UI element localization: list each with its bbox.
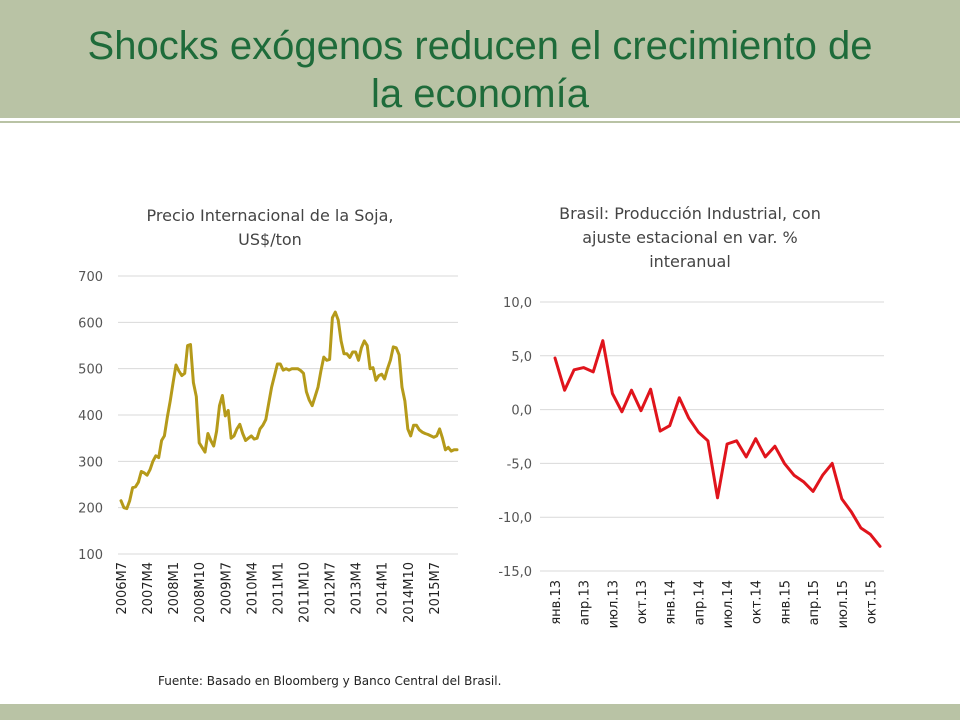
brazil-x-tick-label: апр.14 xyxy=(692,580,707,625)
slide-title: Shocks exógenos reducen el crecimiento d… xyxy=(87,24,873,116)
title-divider-accent xyxy=(0,121,960,123)
soy-y-tick-label: 200 xyxy=(78,502,103,517)
source-note: Fuente: Basado en Bloomberg y Banco Cent… xyxy=(158,674,502,688)
soy-y-tick-label: 100 xyxy=(78,548,103,563)
title-band xyxy=(0,0,960,118)
brazil-x-tick-label: апр.13 xyxy=(578,580,593,625)
brazil-series-line xyxy=(553,339,882,548)
soy-chart-title: Precio Internacional de la Soja, US$/ton xyxy=(146,206,394,249)
soy-y-tick-label: 600 xyxy=(78,316,103,331)
soy-x-tick-label: 2007M4 xyxy=(141,562,156,615)
brazil-y-tick-label: -15,0 xyxy=(498,565,532,580)
soy-series-line xyxy=(119,310,459,511)
soy-x-tick-label: 2008M1 xyxy=(167,562,182,615)
soy-y-tick-label: 500 xyxy=(78,363,103,378)
brazil-x-tick-label: янв.14 xyxy=(664,580,679,625)
soy-x-tick-label: 2010M4 xyxy=(245,562,260,615)
soy-x-tick-label: 2006M7 xyxy=(115,562,130,615)
soy-x-tick-label: 2008M10 xyxy=(193,562,208,623)
brazil-x-tick-label: янв.15 xyxy=(778,580,793,625)
brazil-x-tick-label: янв.13 xyxy=(549,580,564,625)
footer-band xyxy=(0,704,960,720)
soy-x-tick-label: 2014M1 xyxy=(376,562,391,615)
brazil-y-tick-label: 0,0 xyxy=(511,404,532,419)
soy-x-tick-label: 2009M7 xyxy=(219,562,234,615)
soy-x-tick-label: 2013M4 xyxy=(350,562,365,615)
brazil-x-tick-label: июл.13 xyxy=(606,580,621,628)
brazil-y-tick-label: -10,0 xyxy=(498,511,532,526)
title-divider xyxy=(0,118,960,121)
soy-y-tick-label: 300 xyxy=(78,455,103,470)
brazil-x-tick-label: окт.15 xyxy=(864,580,879,624)
soy-x-tick-label: 2012M7 xyxy=(324,562,339,615)
brazil-x-tick-label: июл.14 xyxy=(721,580,736,628)
brazil-x-tick-label: окт.13 xyxy=(635,580,650,624)
soy-y-tick-label: 400 xyxy=(78,409,103,424)
soy-y-tick-label: 700 xyxy=(78,270,103,285)
soy-x-tick-label: 2014M10 xyxy=(402,562,417,623)
soy-x-tick-label: 2011M1 xyxy=(271,562,286,615)
soy-x-tick-label: 2015M7 xyxy=(428,562,443,615)
brazil-x-tick-label: июл.15 xyxy=(836,580,851,628)
brazil-chart-title: Brasil: Producción Industrial, con ajust… xyxy=(559,204,821,271)
brazil-x-tick-label: окт.14 xyxy=(750,580,765,624)
brazil-y-tick-label: 10,0 xyxy=(503,296,532,311)
brazil-x-tick-label: апр.15 xyxy=(807,580,822,625)
brazil-y-tick-label: -5,0 xyxy=(507,457,532,472)
soy-x-tick-label: 2011M10 xyxy=(297,562,312,623)
brazil-y-tick-label: 5,0 xyxy=(511,350,532,365)
